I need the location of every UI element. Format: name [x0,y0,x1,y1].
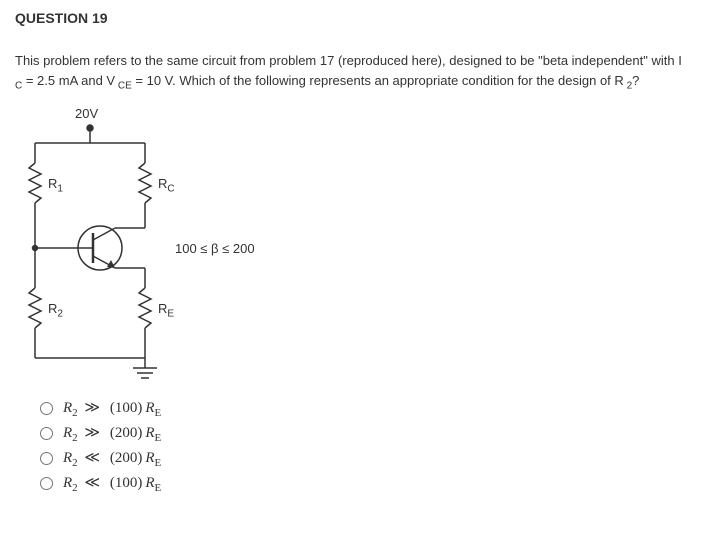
r2-label: R2 [48,301,63,320]
text-part-2: = 2.5 mA and V [22,73,115,88]
option-3[interactable]: R2 ≪ (200)RE [15,448,687,469]
question-text: This problem refers to the same circuit … [15,51,687,93]
option-2[interactable]: R2 ≫ (200)RE [15,423,687,444]
option-4[interactable]: R2 ≪ (100)RE [15,473,687,494]
option-1-label: R2 ≫ (100)RE [63,398,161,419]
circuit-diagram: 20V R1 RC R2 RE 100 ≤ β ≤ 200 [15,108,295,388]
sub-r2: 2 [624,80,632,91]
rc-label: RC [158,176,175,195]
option-2-label: R2 ≫ (200)RE [63,423,161,444]
sub-vce: CE [115,80,132,91]
option-3-radio[interactable] [40,452,53,465]
option-4-label: R2 ≪ (100)RE [63,473,161,494]
option-1-radio[interactable] [40,402,53,415]
question-header: QUESTION 19 [15,10,687,26]
text-part-1: This problem refers to the same circuit … [15,53,682,68]
r1-label: R1 [48,176,63,195]
options-list: R2 ≫ (100)RE R2 ≫ (200)RE R2 ≪ (200)RE R… [15,398,687,494]
option-1[interactable]: R2 ≫ (100)RE [15,398,687,419]
text-part-3: = 10 V. Which of the following represent… [132,73,624,88]
option-3-label: R2 ≪ (200)RE [63,448,161,469]
text-part-4: ? [632,73,639,88]
option-4-radio[interactable] [40,477,53,490]
beta-condition: 100 ≤ β ≤ 200 [175,241,255,256]
supply-label: 20V [75,106,98,121]
re-label: RE [158,301,174,320]
option-2-radio[interactable] [40,427,53,440]
